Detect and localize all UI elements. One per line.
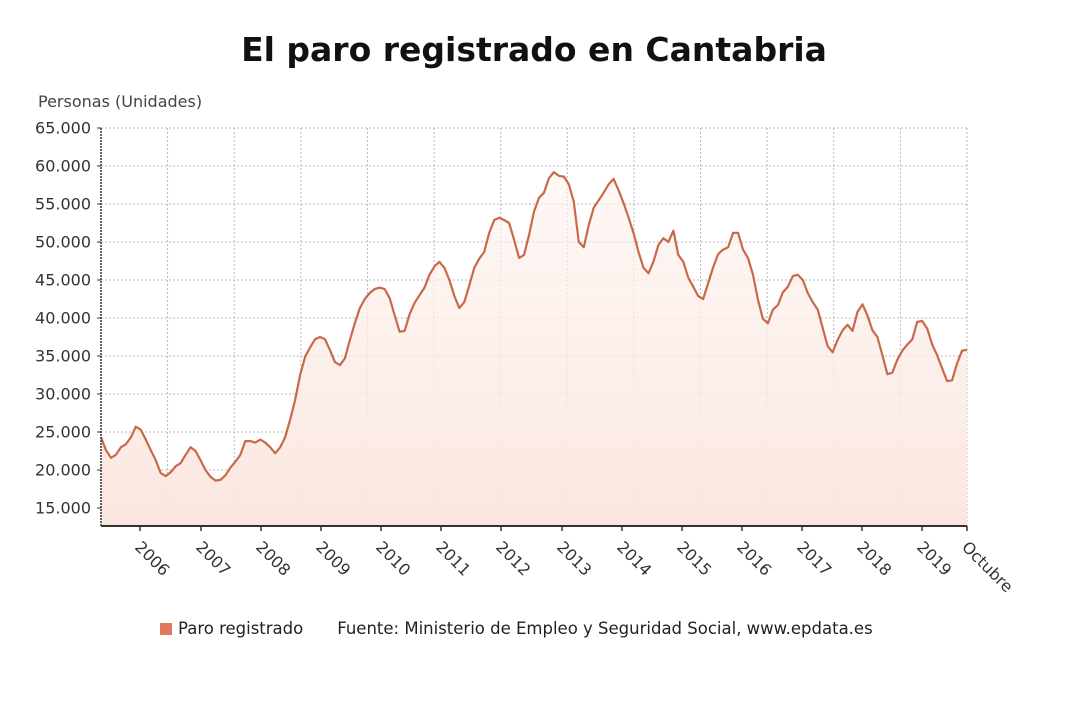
y-tick-label: 40.000 xyxy=(35,309,91,328)
y-tick-labels: 15.000 20.000 25.000 30.000 35.000 40.000 45.0… xyxy=(35,119,101,518)
legend: Paro registrado Fuente: Ministerio de Em… xyxy=(160,619,873,638)
x-tick-label: 2016 xyxy=(733,537,775,579)
x-tick-label: 2008 xyxy=(252,537,294,579)
x-tick-label: 2007 xyxy=(192,537,234,579)
legend-swatch xyxy=(160,622,172,635)
x-tick-label: 2012 xyxy=(492,537,534,579)
y-axis-label: Personas (Unidades) xyxy=(38,92,203,111)
y-tick-label: 50.000 xyxy=(35,233,91,252)
y-tick-label: 20.000 xyxy=(35,461,91,480)
x-tick-label: 2015 xyxy=(673,537,715,579)
series-area-fill xyxy=(101,172,967,526)
x-tick-labels: 2006 2007 2008 2009 2010 2011 2012 2013 2014 2015… xyxy=(131,526,1017,596)
axes xyxy=(100,128,967,527)
legend-label: Paro registrado xyxy=(178,619,304,638)
x-tick-label: 2010 xyxy=(372,537,414,579)
y-tick-label: 35.000 xyxy=(35,347,91,366)
y-tick-label: 55.000 xyxy=(35,195,91,214)
x-tick-label: 2013 xyxy=(553,537,595,579)
y-tick-label: 45.000 xyxy=(35,271,91,290)
x-tick-label: Octubre xyxy=(958,537,1017,596)
x-tick-label: 2009 xyxy=(312,537,354,579)
x-tick-label: 2017 xyxy=(793,537,835,579)
source-note: Fuente: Ministerio de Empleo y Seguridad… xyxy=(337,619,873,638)
y-tick-label: 65.000 xyxy=(35,119,91,138)
series-line xyxy=(99,171,968,482)
y-tick-label: 15.000 xyxy=(35,499,91,518)
y-tick-label: 30.000 xyxy=(35,385,91,404)
x-tick-label: 2018 xyxy=(853,537,895,579)
x-tick-label: 2014 xyxy=(613,537,655,579)
chart-title: El paro registrado en Cantabria xyxy=(241,30,827,69)
x-tick-label: 2011 xyxy=(432,537,474,579)
x-tick-label: 2006 xyxy=(131,537,173,579)
y-tick-label: 60.000 xyxy=(35,157,91,176)
y-tick-label: 25.000 xyxy=(35,423,91,442)
x-tick-label: 2019 xyxy=(913,537,955,579)
